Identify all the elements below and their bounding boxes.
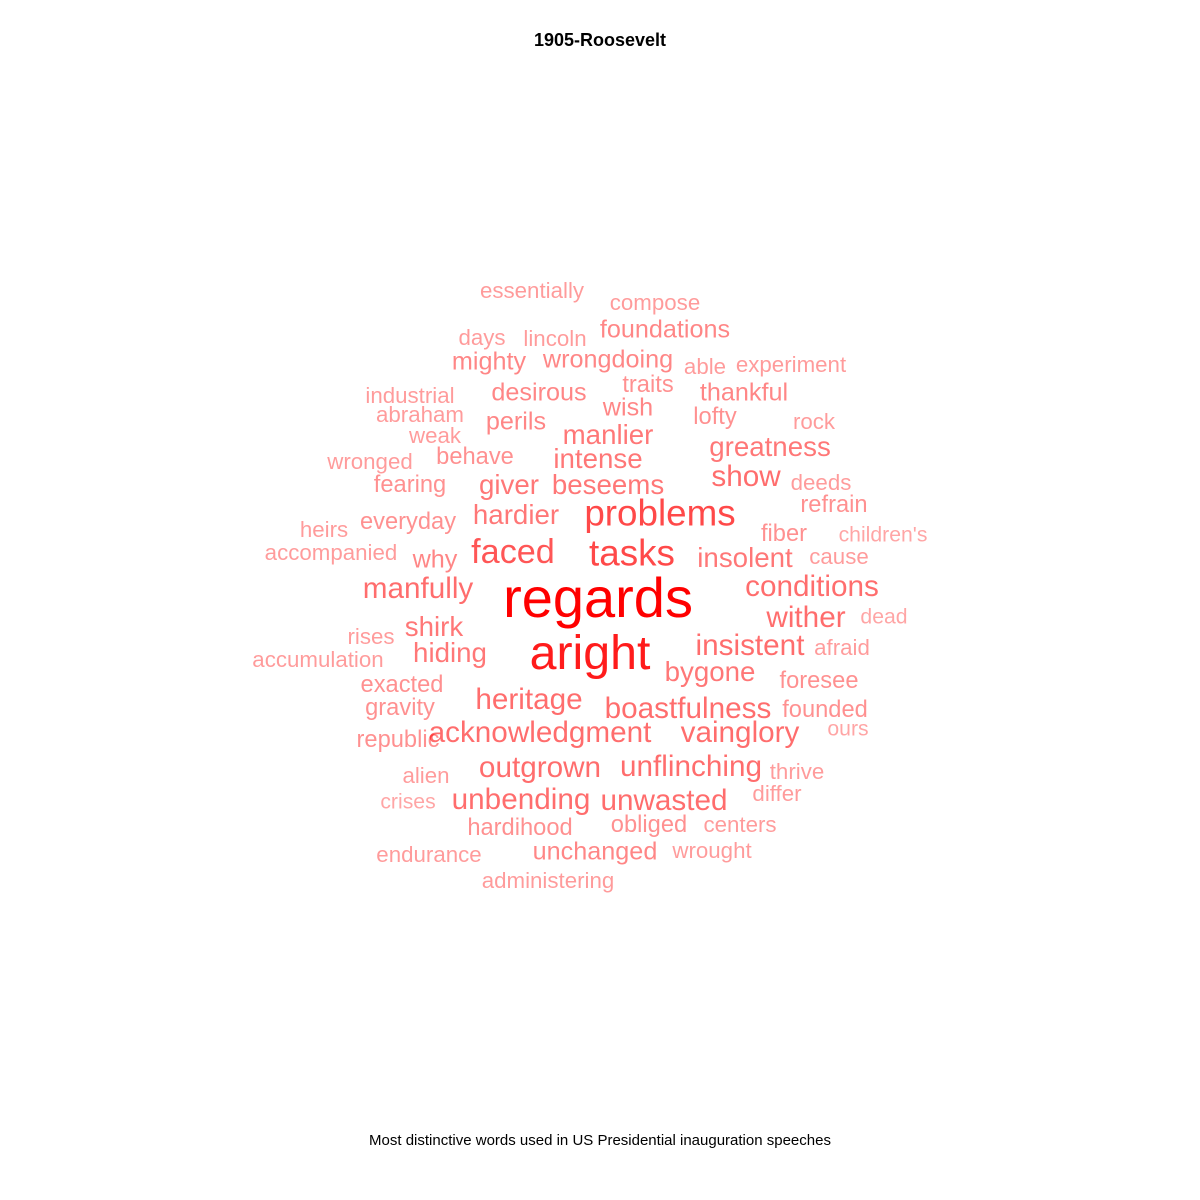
- word-61: compose: [609, 289, 701, 315]
- word-55: accumulation: [252, 646, 384, 672]
- word-40: exacted: [360, 672, 444, 699]
- word-70: lincoln: [523, 325, 587, 351]
- word-79: dead: [860, 605, 908, 629]
- word-71: rises: [347, 623, 395, 649]
- word-25: insolent: [697, 542, 793, 574]
- word-63: deeds: [790, 469, 852, 495]
- word-6: boastfulness: [604, 692, 772, 726]
- word-7: acknowledgment: [428, 716, 652, 750]
- word-18: wither: [766, 601, 846, 635]
- word-67: experiment: [735, 351, 847, 377]
- word-12: manfully: [362, 572, 474, 606]
- word-54: accompanied: [264, 539, 398, 565]
- word-48: obliged: [610, 812, 688, 839]
- word-60: centers: [703, 811, 777, 837]
- word-72: rock: [792, 408, 836, 434]
- word-35: why: [412, 545, 458, 574]
- word-74: weak: [408, 422, 462, 448]
- word-73: thrive: [769, 758, 825, 784]
- word-53: able: [683, 353, 727, 379]
- word-36: wish: [602, 393, 654, 422]
- word-58: alien: [402, 762, 450, 788]
- word-29: desirous: [491, 378, 587, 407]
- word-46: hardihood: [467, 815, 573, 842]
- word-57: afraid: [814, 634, 870, 660]
- word-28: shirk: [404, 611, 464, 643]
- word-80: ours: [827, 717, 869, 741]
- word-27: manlier: [562, 419, 654, 451]
- word-21: giver: [478, 469, 540, 501]
- word-5: faced: [471, 532, 555, 571]
- word-38: behave: [436, 444, 514, 471]
- word-31: mighty: [451, 347, 527, 376]
- word-16: unflinching: [620, 750, 762, 784]
- word-59: cause: [809, 543, 869, 569]
- chart-caption: Most distinctive words used in US Presid…: [369, 1132, 831, 1149]
- chart-title: 1905-Roosevelt: [533, 30, 667, 50]
- word-78: crises: [380, 790, 436, 814]
- word-69: industrial: [365, 382, 455, 408]
- word-47: lofty: [693, 404, 737, 431]
- word-52: abraham: [375, 401, 465, 427]
- word-76: wronged: [327, 448, 413, 474]
- word-13: outgrown: [478, 751, 602, 785]
- word-2: aright: [529, 625, 651, 680]
- word-19: beseems: [551, 469, 665, 501]
- word-9: conditions: [745, 570, 879, 604]
- word-11: insistent: [695, 629, 805, 663]
- word-8: vainglory: [680, 716, 800, 750]
- word-51: traits: [622, 372, 674, 399]
- word-62: days: [458, 324, 506, 350]
- word-45: gravity: [365, 695, 435, 722]
- word-20: bygone: [664, 656, 756, 688]
- word-15: unbending: [451, 783, 591, 817]
- word-26: intense: [553, 443, 643, 475]
- word-14: show: [711, 460, 781, 494]
- word-41: fearing: [373, 472, 447, 499]
- word-65: endurance: [376, 841, 482, 867]
- word-66: essentially: [479, 277, 585, 303]
- word-22: greatness: [709, 431, 831, 463]
- word-56: administering: [481, 867, 615, 893]
- word-44: founded: [782, 697, 868, 724]
- word-33: thankful: [699, 378, 789, 407]
- word-30: foundations: [599, 315, 731, 344]
- word-37: wrongdoing: [542, 345, 674, 374]
- word-49: refrain: [800, 492, 868, 519]
- word-34: unchanged: [532, 837, 658, 866]
- word-17: unwasted: [600, 784, 728, 818]
- word-75: wrought: [672, 837, 752, 863]
- word-24: hiding: [413, 637, 487, 669]
- word-23: hardier: [472, 499, 560, 531]
- word-68: heirs: [299, 516, 349, 542]
- word-77: children's: [838, 523, 928, 547]
- word-64: differ: [752, 780, 802, 806]
- word-39: everyday: [359, 509, 457, 536]
- word-42: fiber: [760, 521, 808, 548]
- word-1: regards: [503, 566, 693, 629]
- word-43: foresee: [779, 668, 859, 695]
- word-3: problems: [584, 492, 736, 534]
- word-50: republic: [356, 727, 440, 754]
- word-4: tasks: [589, 532, 675, 574]
- word-10: heritage: [475, 683, 583, 717]
- word-32: perils: [485, 407, 547, 436]
